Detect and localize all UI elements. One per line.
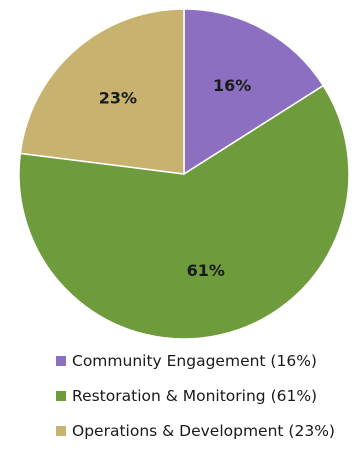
pie-slices bbox=[18, 8, 350, 340]
pie-slice-label-operations-development: 23% bbox=[99, 88, 137, 107]
legend-label-operations-development: Operations & Development (23%) bbox=[72, 422, 335, 440]
legend-item-operations-development: Operations & Development (23%) bbox=[56, 421, 335, 441]
pie-slice-label-restoration-monitoring: 61% bbox=[187, 261, 225, 280]
pie-chart-svg: 16% 61% 23% bbox=[18, 8, 350, 340]
legend-swatch-community-engagement bbox=[56, 356, 66, 366]
pie-slice-labels: 16% 61% 23% bbox=[99, 76, 252, 280]
legend-swatch-operations-development bbox=[56, 426, 66, 436]
pie-slice-restoration-monitoring bbox=[18, 84, 350, 340]
legend-label-restoration-monitoring: Restoration & Monitoring (61%) bbox=[72, 387, 318, 405]
legend-swatch-restoration-monitoring bbox=[56, 391, 66, 401]
pie-slice-community-engagement bbox=[183, 8, 325, 176]
legend-item-restoration-monitoring: Restoration & Monitoring (61%) bbox=[56, 386, 335, 406]
pie-chart: 16% 61% 23% Community Engagement (16%) Res… bbox=[18, 8, 350, 440]
legend-label-community-engagement: Community Engagement (16%) bbox=[72, 352, 317, 370]
pie-slice-operations-development bbox=[19, 8, 185, 175]
pie-slice-label-community-engagement: 16% bbox=[213, 76, 251, 95]
legend-item-community-engagement: Community Engagement (16%) bbox=[56, 351, 335, 371]
chart-legend: Community Engagement (16%) Restoration &… bbox=[56, 351, 335, 456]
